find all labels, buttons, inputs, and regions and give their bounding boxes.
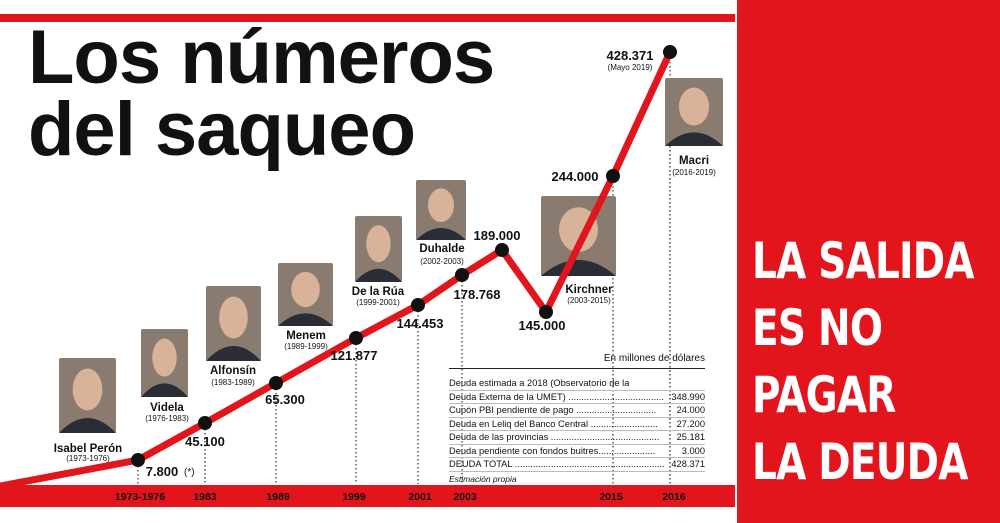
x-tick-label: 1973-1976: [115, 491, 165, 503]
data-label: 45.100: [185, 434, 225, 449]
table-row: Deuda estimada a 2018 (Observatorio de l…: [449, 377, 705, 391]
president-name: Macri: [679, 155, 709, 167]
table-row: Deuda en Leliq del Banco Central .......…: [449, 418, 705, 431]
data-point: [455, 268, 469, 282]
row-value: 428.371: [671, 459, 705, 469]
president-labels: Isabel Perón(1973-1976) Videla(1976-1983)…: [54, 155, 716, 463]
president-name: Duhalde: [419, 243, 464, 255]
debt-breakdown-table: En millones de dólares Deuda estimada a …: [449, 353, 705, 484]
data-point: [663, 45, 677, 59]
president-portrait: [665, 78, 723, 146]
page-title: Los números del saqueo: [28, 15, 495, 172]
president-portrait: [541, 196, 616, 276]
data-point: [349, 331, 363, 345]
unit-note: En millones de dólares: [449, 353, 705, 369]
table-row: Deuda de las provincias ................…: [449, 431, 705, 445]
portraits: [59, 78, 723, 433]
president-years: (2002-2003): [420, 257, 464, 266]
data-label: 65.300: [265, 392, 305, 407]
president-name: Kirchner: [565, 284, 613, 296]
baseline-bar: [0, 485, 735, 507]
x-tick-label: 1989: [266, 491, 290, 503]
x-tick-label: 2016: [662, 491, 686, 503]
table-row-total: DEUDA TOTAL ............................…: [449, 458, 705, 472]
data-point: [131, 453, 145, 467]
row-value: 3.000: [681, 445, 705, 456]
row-label: Deuda de las provincias ................…: [449, 432, 660, 442]
row-value: 348.990: [671, 391, 705, 402]
guide-lines: [137, 58, 671, 484]
slogan-line-3: PAGAR: [752, 366, 896, 424]
slogan-line-2: ES NO: [752, 299, 883, 357]
row-value: 25.181: [676, 432, 705, 442]
president-years: (2003-2015): [567, 296, 611, 305]
row-label: Deuda en Leliq del Banco Central .......…: [449, 418, 658, 429]
row-label: DEUDA TOTAL ............................…: [449, 459, 665, 469]
president-years: (1973-1976): [66, 454, 110, 463]
data-label: 244.000: [552, 169, 599, 184]
title-line-1: Los números: [28, 15, 495, 100]
president-years: (1989-1999): [284, 342, 328, 351]
data-point: [606, 169, 620, 183]
slogan-panel: [737, 0, 1000, 523]
data-label: 428.371: [607, 48, 654, 63]
president-portrait: [206, 286, 261, 361]
data-sublabel: (Mayo 2019): [608, 63, 653, 72]
president-portrait: [141, 329, 188, 397]
row-label: Deuda estimada a 2018 (Observatorio de l…: [449, 378, 630, 388]
title-line-2: del saqueo: [28, 87, 416, 172]
president-portrait: [278, 263, 333, 326]
president-portrait: [59, 358, 116, 433]
slogan: LA SALIDA ES NO PAGAR LA DEUDA: [752, 228, 975, 496]
president-name: Videla: [150, 402, 184, 414]
president-portrait: [416, 180, 466, 240]
data-point: [411, 298, 425, 312]
slogan-line-1: LA SALIDA: [752, 232, 975, 290]
row-label: Deuda Externa de la UMET) ..............…: [449, 391, 664, 402]
table-row: Deuda Externa de la UMET) ..............…: [449, 391, 705, 404]
data-point: [198, 416, 212, 430]
row-label: Deuda pendiente con fondos buitres......…: [449, 445, 656, 456]
data-label-note: (*): [184, 467, 195, 478]
row-value: 24.000: [676, 405, 705, 415]
x-tick-label: 1999: [342, 491, 366, 503]
x-tick-label: 2003: [453, 491, 477, 503]
president-name: Menem: [286, 330, 326, 342]
president-years: (1976-1983): [145, 414, 189, 423]
x-axis-ticks: 1973-1976 1983 1989 1999 2001 2003 2015 2016: [115, 491, 686, 503]
president-years: (1983-1989): [211, 378, 255, 387]
data-label: 7.800: [146, 464, 179, 479]
row-label: Cupón PBI pendiente de pago ............…: [449, 405, 657, 415]
table-row: Cupón PBI pendiente de pago ............…: [449, 404, 705, 418]
debt-series: [0, 45, 677, 490]
data-label: 178.768: [454, 287, 501, 302]
data-label: 145.000: [519, 318, 566, 333]
president-years: (1999-2001): [356, 298, 400, 307]
top-rule: [0, 14, 735, 22]
data-label: 144.453: [397, 316, 444, 331]
data-label: 121.877: [331, 348, 378, 363]
president-years: (2016-2019): [672, 168, 716, 177]
x-tick-label: 2015: [599, 491, 623, 503]
table-row: Deuda pendiente con fondos buitres......…: [449, 445, 705, 458]
data-point: [495, 243, 509, 257]
data-point: [539, 305, 553, 319]
table-note: Estimación propia: [449, 473, 517, 484]
president-name: De la Rúa: [352, 286, 405, 298]
row-value: 27.200: [676, 418, 705, 429]
x-tick-label: 2001: [408, 491, 432, 503]
president-name: Alfonsín: [210, 365, 256, 377]
data-label: 189.000: [474, 228, 521, 243]
president-name: Isabel Perón: [54, 443, 122, 455]
data-point: [269, 376, 283, 390]
x-tick-label: 1983: [193, 491, 217, 503]
data-labels: 7.800 (*) 45.100 65.300 121.877 144.453 178.76…: [146, 48, 654, 479]
slogan-line-4: LA DEUDA: [752, 433, 968, 491]
president-portrait: [355, 216, 402, 282]
